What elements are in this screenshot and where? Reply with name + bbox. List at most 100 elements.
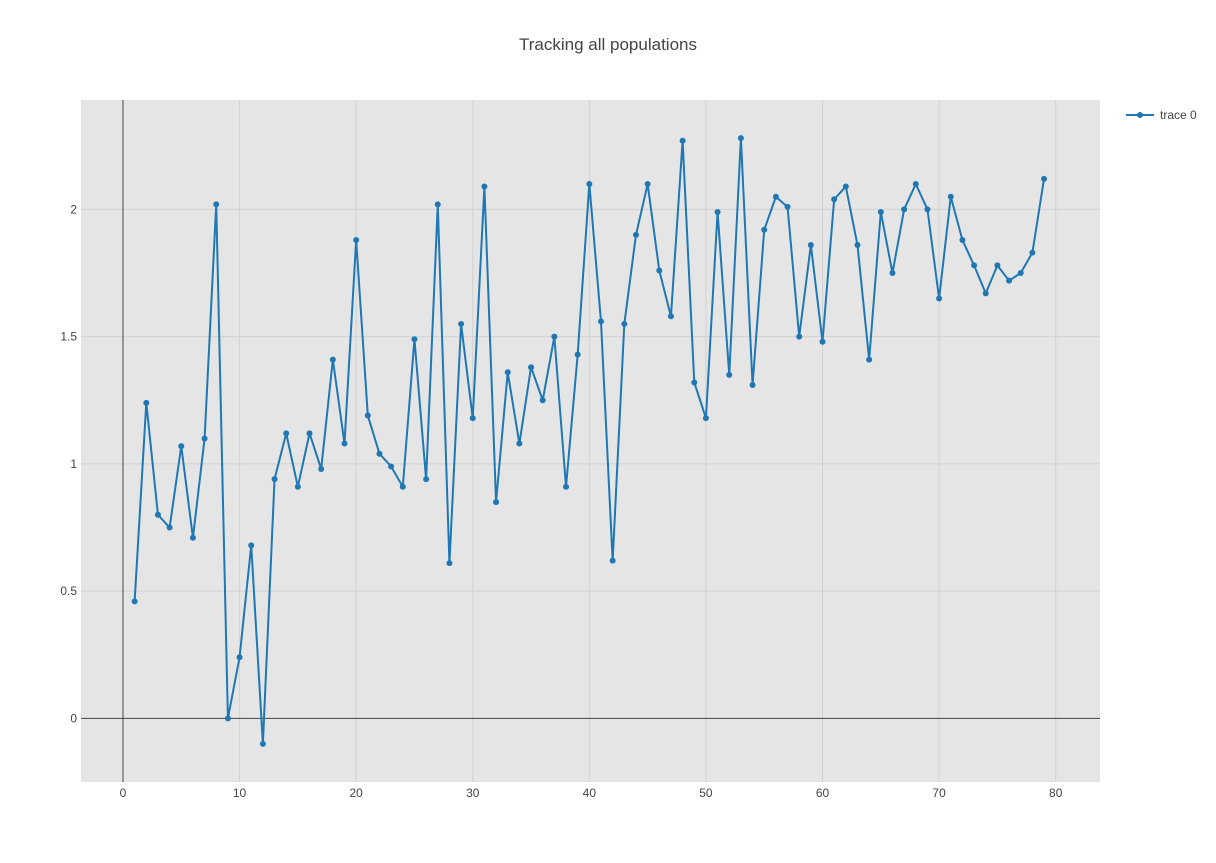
data-point[interactable] (551, 333, 558, 340)
data-point[interactable] (737, 135, 744, 142)
data-point[interactable] (434, 201, 441, 208)
data-point[interactable] (714, 208, 721, 215)
data-point[interactable] (446, 560, 453, 567)
data-point[interactable] (539, 397, 546, 404)
data-point[interactable] (213, 201, 220, 208)
data-point[interactable] (481, 183, 488, 190)
y-tick-label: 0 (70, 711, 77, 725)
data-point[interactable] (597, 318, 604, 325)
data-point[interactable] (959, 236, 966, 243)
x-tick-label: 60 (816, 786, 830, 800)
data-point[interactable] (691, 379, 698, 386)
data-point[interactable] (189, 534, 196, 541)
legend-marker-swatch (1137, 112, 1143, 118)
data-point[interactable] (982, 290, 989, 297)
data-point[interactable] (749, 382, 756, 389)
axes: 0 10 20 30 40 50 60 70 80 0 0.5 1 1.5 2 (60, 100, 1100, 800)
data-point[interactable] (528, 364, 535, 371)
x-tick-label: 20 (349, 786, 363, 800)
data-point[interactable] (866, 356, 873, 363)
data-point[interactable] (399, 483, 406, 490)
data-point[interactable] (1017, 270, 1024, 277)
data-point[interactable] (248, 542, 255, 549)
data-point[interactable] (574, 351, 581, 358)
data-point[interactable] (201, 435, 208, 442)
data-point[interactable] (259, 740, 266, 747)
data-point[interactable] (971, 262, 978, 269)
data-point[interactable] (609, 557, 616, 564)
data-point[interactable] (154, 511, 161, 518)
data-point[interactable] (586, 180, 593, 187)
data-point[interactable] (329, 356, 336, 363)
data-point[interactable] (504, 369, 511, 376)
data-point[interactable] (1029, 249, 1036, 256)
data-point[interactable] (656, 267, 663, 274)
data-point[interactable] (178, 443, 185, 450)
data-point[interactable] (423, 476, 430, 483)
data-point[interactable] (318, 465, 325, 472)
data-point[interactable] (889, 270, 896, 277)
data-point[interactable] (807, 242, 814, 249)
data-point[interactable] (341, 440, 348, 447)
data-point[interactable] (831, 196, 838, 203)
data-point[interactable] (166, 524, 173, 531)
data-point[interactable] (621, 320, 628, 327)
data-point[interactable] (796, 333, 803, 340)
y-tick-label: 1 (70, 457, 77, 471)
data-point[interactable] (761, 226, 768, 233)
data-point[interactable] (376, 450, 383, 457)
data-point[interactable] (936, 295, 943, 302)
data-point[interactable] (131, 598, 138, 605)
data-point[interactable] (411, 336, 418, 343)
data-point[interactable] (143, 399, 150, 406)
data-point[interactable] (842, 183, 849, 190)
data-point[interactable] (283, 430, 290, 437)
grid-lines (81, 100, 1100, 782)
data-point[interactable] (726, 371, 733, 378)
data-point[interactable] (644, 180, 651, 187)
data-point[interactable] (854, 242, 861, 249)
plot-background (81, 100, 1100, 782)
data-point[interactable] (784, 203, 791, 210)
data-point[interactable] (563, 483, 570, 490)
data-point[interactable] (493, 499, 500, 506)
data-point[interactable] (364, 412, 371, 419)
data-point[interactable] (271, 476, 278, 483)
data-point[interactable] (912, 180, 919, 187)
data-point[interactable] (632, 231, 639, 238)
data-point[interactable] (236, 654, 243, 661)
x-tick-label: 40 (583, 786, 597, 800)
data-point[interactable] (772, 193, 779, 200)
data-point[interactable] (679, 137, 686, 144)
data-point[interactable] (469, 415, 476, 422)
data-point[interactable] (924, 206, 931, 213)
data-point[interactable] (294, 483, 301, 490)
data-point[interactable] (306, 430, 313, 437)
data-point[interactable] (819, 338, 826, 345)
data-point[interactable] (224, 715, 231, 722)
x-tick-label: 70 (932, 786, 946, 800)
x-tick-label: 10 (233, 786, 247, 800)
data-point[interactable] (458, 320, 465, 327)
data-point[interactable] (994, 262, 1001, 269)
data-point[interactable] (388, 463, 395, 470)
chart-title: Tracking all populations (519, 35, 697, 54)
data-point[interactable] (901, 206, 908, 213)
data-point[interactable] (1006, 277, 1013, 284)
data-point[interactable] (702, 415, 709, 422)
data-point[interactable] (516, 440, 523, 447)
data-point[interactable] (877, 208, 884, 215)
data-point[interactable] (353, 236, 360, 243)
y-tick-label: 2 (70, 202, 77, 216)
data-point[interactable] (667, 313, 674, 320)
x-tick-label: 30 (466, 786, 480, 800)
series-layer (131, 135, 1048, 747)
legend-label-trace-0: trace 0 (1160, 108, 1197, 122)
data-point[interactable] (947, 193, 954, 200)
legend[interactable]: trace 0 (1126, 108, 1197, 122)
data-point[interactable] (1041, 175, 1048, 182)
y-tick-label: 0.5 (60, 584, 77, 598)
y-tick-label: 1.5 (60, 330, 77, 344)
